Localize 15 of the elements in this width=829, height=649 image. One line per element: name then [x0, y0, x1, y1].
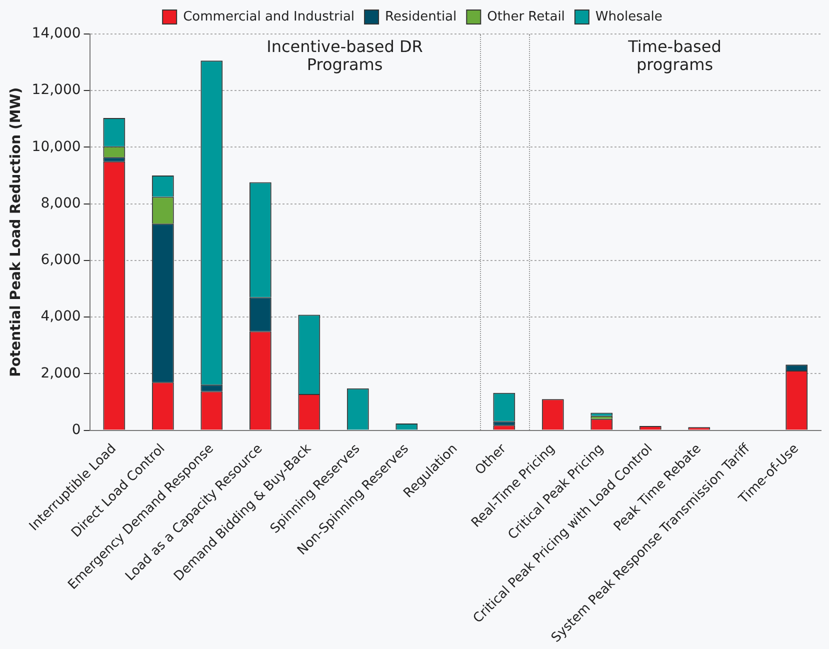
y-tick-label: 12,000 — [32, 82, 81, 98]
y-tick-label: 2,000 — [40, 365, 81, 382]
y-tick-label: 6,000 — [40, 252, 81, 268]
annotation: Time-based programs — [627, 37, 722, 74]
legend-label: Commercial and Industrial — [183, 9, 355, 24]
legend-label: Residential — [385, 9, 457, 24]
y-tick-label: 10,000 — [32, 138, 81, 155]
y-tick-label: 0 — [72, 422, 81, 438]
y-tick-label: 4,000 — [40, 308, 81, 325]
y-tick-label: 14,000 — [32, 26, 81, 42]
legend-label: Other Retail — [487, 9, 565, 24]
legend-label: Wholesale — [595, 9, 662, 24]
y-axis-title: Potential Peak Load Reduction (MW) — [8, 87, 24, 377]
annotation: Incentive-based DR Programs — [266, 37, 423, 74]
y-tick-label: 8,000 — [40, 195, 81, 212]
